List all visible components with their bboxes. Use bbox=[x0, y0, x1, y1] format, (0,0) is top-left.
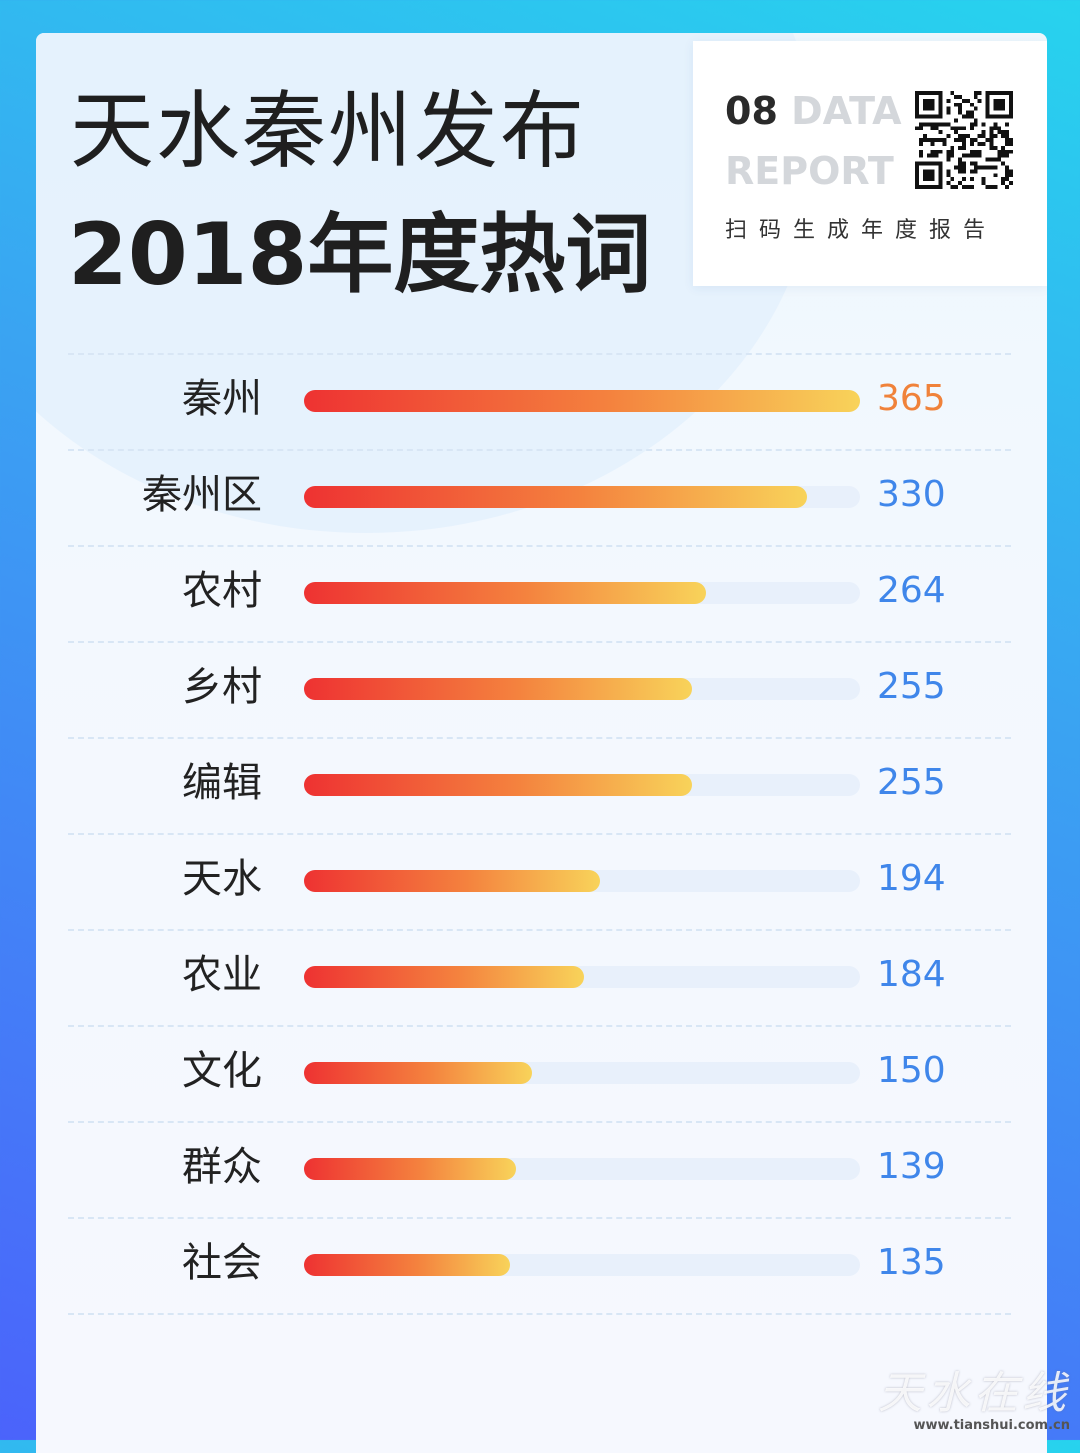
bar-track bbox=[304, 678, 860, 700]
row-divider bbox=[68, 833, 1011, 835]
row-divider bbox=[68, 1217, 1011, 1219]
bar bbox=[304, 1062, 533, 1084]
badge-data-word: DATA bbox=[791, 89, 902, 133]
bar-label: 天水 bbox=[182, 856, 262, 902]
bar-value-label: 255 bbox=[877, 666, 946, 707]
row-divider bbox=[68, 641, 1011, 643]
row-divider bbox=[68, 449, 1011, 451]
bar bbox=[304, 486, 807, 508]
title-line-1: 天水秦州发布 bbox=[70, 82, 587, 180]
bar-track bbox=[304, 1158, 860, 1180]
bar-track bbox=[304, 966, 860, 988]
bar-label: 群众 bbox=[182, 1144, 262, 1190]
bar-label: 秦州 bbox=[182, 376, 262, 422]
bar-value-label: 255 bbox=[877, 762, 946, 803]
bar-label: 秦州区 bbox=[142, 472, 262, 518]
qr-code-icon[interactable] bbox=[915, 91, 1013, 189]
bar-track bbox=[304, 870, 860, 892]
bar-track bbox=[304, 1254, 860, 1276]
badge-report-word: REPORT bbox=[725, 149, 894, 193]
bar-track bbox=[304, 774, 860, 796]
bar-label: 农村 bbox=[182, 568, 262, 614]
badge-caption: 扫码生成年度报告 bbox=[725, 218, 998, 243]
badge-line-1: 08 DATA bbox=[725, 89, 902, 133]
bar-label: 文化 bbox=[182, 1048, 262, 1094]
row-divider bbox=[68, 1025, 1011, 1027]
bar-track bbox=[304, 390, 860, 412]
bar-value-label: 139 bbox=[877, 1146, 946, 1187]
bar bbox=[304, 774, 693, 796]
bar-track bbox=[304, 1062, 860, 1084]
bar-track bbox=[304, 486, 860, 508]
bar-value-label: 365 bbox=[877, 378, 946, 419]
bar bbox=[304, 870, 600, 892]
bar bbox=[304, 966, 585, 988]
title-line-2: 2018年度热词 bbox=[68, 205, 652, 305]
bar bbox=[304, 678, 693, 700]
bar bbox=[304, 1158, 516, 1180]
bar-track bbox=[304, 582, 860, 604]
bar bbox=[304, 582, 707, 604]
bar bbox=[304, 1254, 510, 1276]
bar bbox=[304, 390, 860, 412]
hot-words-bar-chart: 秦州 365 秦州区 330 农村 264 乡村 255 编辑 255 天水 194 农业 184 文化 15… bbox=[36, 33, 1047, 1453]
bar-value-label: 330 bbox=[877, 474, 946, 515]
row-divider bbox=[68, 1313, 1011, 1315]
badge-number: 08 bbox=[725, 89, 778, 133]
bar-value-label: 264 bbox=[877, 570, 946, 611]
watermark-logo: 天水在线 bbox=[878, 1368, 1070, 1419]
bar-value-label: 135 bbox=[877, 1242, 946, 1283]
bar-label: 农业 bbox=[182, 952, 262, 998]
row-divider bbox=[68, 353, 1011, 355]
watermark: 天水在线 www.tianshui.com.cn bbox=[878, 1370, 1070, 1434]
row-divider bbox=[68, 1121, 1011, 1123]
bar-value-label: 184 bbox=[877, 954, 946, 995]
row-divider bbox=[68, 545, 1011, 547]
bar-label: 社会 bbox=[182, 1240, 262, 1286]
row-divider bbox=[68, 929, 1011, 931]
report-card: 天水秦州发布 2018年度热词 08 DATA REPORT 扫码生成年度报告 … bbox=[36, 33, 1047, 1453]
row-divider bbox=[68, 737, 1011, 739]
watermark-url: www.tianshui.com.cn bbox=[913, 1418, 1070, 1433]
data-report-badge: 08 DATA REPORT 扫码生成年度报告 bbox=[693, 41, 1047, 286]
bar-value-label: 194 bbox=[877, 858, 946, 899]
bar-label: 乡村 bbox=[182, 664, 262, 710]
bar-label: 编辑 bbox=[182, 760, 262, 806]
bar-value-label: 150 bbox=[877, 1050, 946, 1091]
